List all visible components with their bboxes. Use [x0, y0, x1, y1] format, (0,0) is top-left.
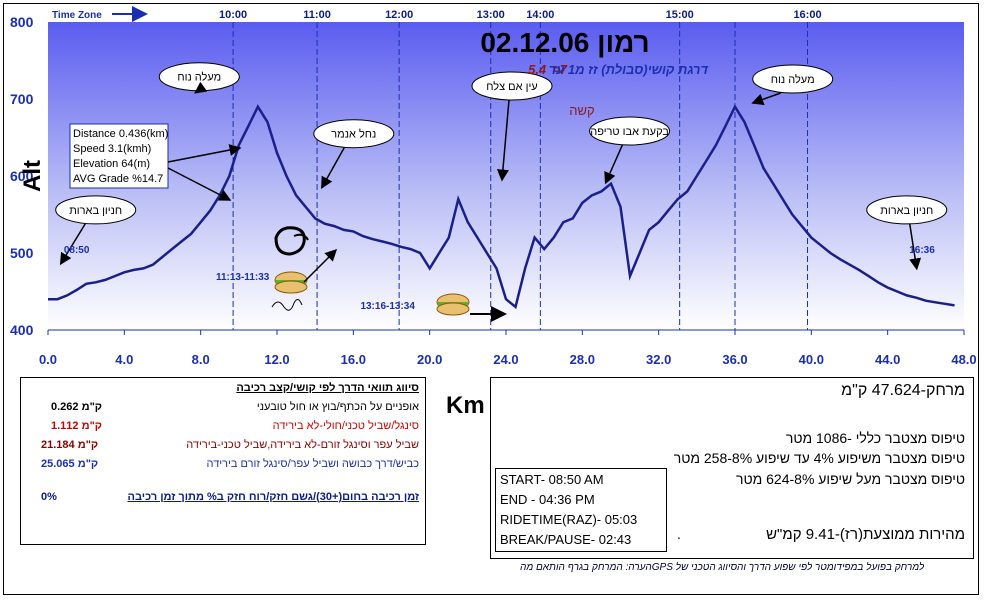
signature-icon — [271, 299, 303, 311]
callout-bubble-4 — [752, 64, 834, 94]
callout-arrow-2 — [496, 99, 510, 182]
callout-bubble-6 — [866, 195, 948, 225]
end-time: END - 04:36 PM — [500, 492, 595, 507]
time-tick-label-6: 16:00 — [793, 9, 821, 21]
x-tick-label-12: 48.0 — [951, 352, 976, 367]
time-tick-label-0: 10:00 — [219, 9, 247, 21]
classification-footer-value: 0% — [41, 491, 57, 503]
start-time: START- 08:50 AM — [500, 472, 604, 487]
x-tick-label-3: 12.0 — [264, 352, 289, 367]
x-axis-label: Km — [446, 392, 485, 419]
climb-over-8: טיפוס מצטבר מעל שיפוע 8%-624 מטר — [735, 471, 965, 487]
class-row-label-2: שביל עפר וסינגל זורם-לא בירידה,שביל טכני… — [186, 439, 419, 451]
x-tick-label-7: 28.0 — [570, 352, 595, 367]
callout-arrow-5 — [59, 223, 86, 266]
y-tick-label-0: 400 — [10, 322, 34, 338]
route-classification-panel: סיווג תוואי הדרך לפי קושי/קצב רכיבה אופנ… — [20, 377, 426, 545]
x-tick-label-4: 16.0 — [341, 352, 366, 367]
time-tick-label-4: 14:00 — [526, 9, 554, 21]
class-row-value-1: 1.112 ק"מ — [51, 420, 102, 432]
callout-label-2: עין אם צלח — [486, 80, 537, 93]
footnote: הערה: המרחק בגרף הותאם מהGPS למרחק בפועל… — [520, 562, 925, 573]
callout-label-5: חניון בארות — [69, 205, 122, 217]
callout-label-6: חניון בארות — [880, 205, 933, 217]
info-arrow-2 — [167, 167, 232, 201]
class-row-label-0: אופניים על הכתף/בוץ או חול טובעני — [256, 401, 419, 413]
info-distance: Distance 0.436(km) — [73, 128, 168, 140]
difficulty-label: קשה — [569, 103, 594, 118]
info-arrow-1 — [167, 144, 242, 163]
x-tick-label-8: 32.0 — [646, 352, 671, 367]
class-row-label-3: כביש/דרך כבושה ושביל עפר/סינגל זורם בירי… — [206, 458, 419, 470]
y-tick-label-4: 800 — [10, 14, 34, 30]
info-avg-grade: AVG Grade %14.7 — [73, 173, 163, 185]
x-tick-label-1: 4.0 — [115, 352, 133, 367]
backpack-icon — [274, 226, 309, 256]
class-row-label-1: סינגל/שביל טכני/חולי-לא בירידה — [272, 420, 419, 432]
x-tick-label-0: 0.0 — [39, 352, 57, 367]
y-axis-label: Alt — [19, 160, 46, 192]
stop-time-label-3: 16:36 — [909, 245, 935, 256]
x-tick-label-11: 44.0 — [875, 352, 900, 367]
time-tick-label-5: 15:00 — [666, 9, 694, 21]
elevation-chart: 0.0 4.0 8.0 12.0 16.0 20.0 24.0 28.0 32.0 36.0 40.… — [10, 6, 977, 367]
climb-total: טיפוס מצטבר כללי -1086 מטר — [785, 430, 965, 446]
callout-arrow-0 — [194, 81, 208, 94]
time-tick-label-2: 12:00 — [385, 9, 413, 21]
class-row-value-3: 25.065 ק"מ — [41, 458, 99, 470]
info-box: Distance 0.436(km) Speed 3.1(kmh) Elevat… — [69, 123, 169, 189]
y-tick-label-2: 600 — [10, 168, 34, 184]
stop-time-label-0: 08:50 — [64, 245, 90, 256]
subtitle-value-left: 5.4 =7 — [528, 62, 568, 77]
callout-label-1: נחל אנמר — [331, 128, 376, 141]
callout-label-0: מעלה נוח — [177, 71, 221, 84]
stop-time-label-2: 13:16-13:34 — [360, 301, 415, 312]
x-tick-label-9: 36.0 — [722, 352, 747, 367]
classification-footer: זמן רכיבה בחום(+30)/גשם חזק/רוח חזק ב% מ… — [127, 491, 419, 503]
stop-arrow-1 — [303, 248, 338, 283]
time-tick-label-1: 11:00 — [303, 9, 331, 21]
ride-time: RIDETIME(RAZ)- 05:03 — [500, 512, 638, 527]
time-panel: START- 08:50 AM END - 04:36 PM RIDETIME(… — [495, 468, 667, 552]
window-frame — [3, 3, 979, 595]
sandwich-icon-2 — [436, 293, 470, 316]
info-speed: Speed 3.1(kmh) — [73, 143, 151, 155]
sandwich-icon-1 — [274, 271, 308, 294]
callout-bubble-1 — [313, 119, 395, 149]
y-tick-label-3: 700 — [10, 91, 34, 107]
info-elevation: Elevation 64(m) — [73, 158, 150, 170]
callout-arrow-4 — [751, 92, 781, 106]
callout-label-4: מעלה נוח — [771, 73, 815, 86]
callout-label-3: בקעת אבו טריפה — [590, 126, 669, 138]
time-tick-label-3: 13:00 — [477, 9, 505, 21]
classification-header: סיווג תוואי הדרך לפי קושי/קצב רכיבה — [236, 382, 419, 394]
x-tick-label-2: 8.0 — [192, 352, 210, 367]
average-speed: מהירות ממוצעת(רז)-9.41 קמ"ש — [766, 526, 965, 543]
time-zone-label: Time Zone — [52, 10, 102, 21]
callout-bubble-3 — [589, 116, 671, 146]
callout-bubble-2 — [471, 71, 553, 101]
class-row-value-2: 21.184 ק"מ — [41, 439, 99, 451]
callout-arrow-3 — [604, 144, 624, 185]
climb-4-8: טיפוס מצטבר משיפוע 4% עד שיפוע 8%-258 מט… — [673, 450, 965, 466]
subtitle-text: דרגת קושי(סבולת) זז מ1 עד — [549, 62, 710, 77]
callout-arrow-6 — [909, 223, 922, 271]
stop-time-label-1: 11:13-11:33 — [216, 272, 270, 283]
callout-bubble-5 — [55, 195, 137, 225]
class-row-value-0: 0.262 ק"מ — [51, 401, 102, 413]
break-time: BREAK/PAUSE- 02:43 — [500, 532, 632, 547]
total-distance: מרחק-47.624 ק"מ — [841, 382, 965, 399]
elevation-line — [48, 104, 955, 310]
x-tick-label-10: 40.0 — [799, 352, 824, 367]
callout-arrow-1 — [321, 147, 345, 190]
x-tick-label-6: 24.0 — [493, 352, 518, 367]
separator-dot: . — [677, 526, 681, 542]
y-tick-label-1: 500 — [10, 245, 34, 261]
x-tick-label-5: 20.0 — [417, 352, 442, 367]
chart-title: רמון 02.12.06 — [480, 27, 649, 58]
